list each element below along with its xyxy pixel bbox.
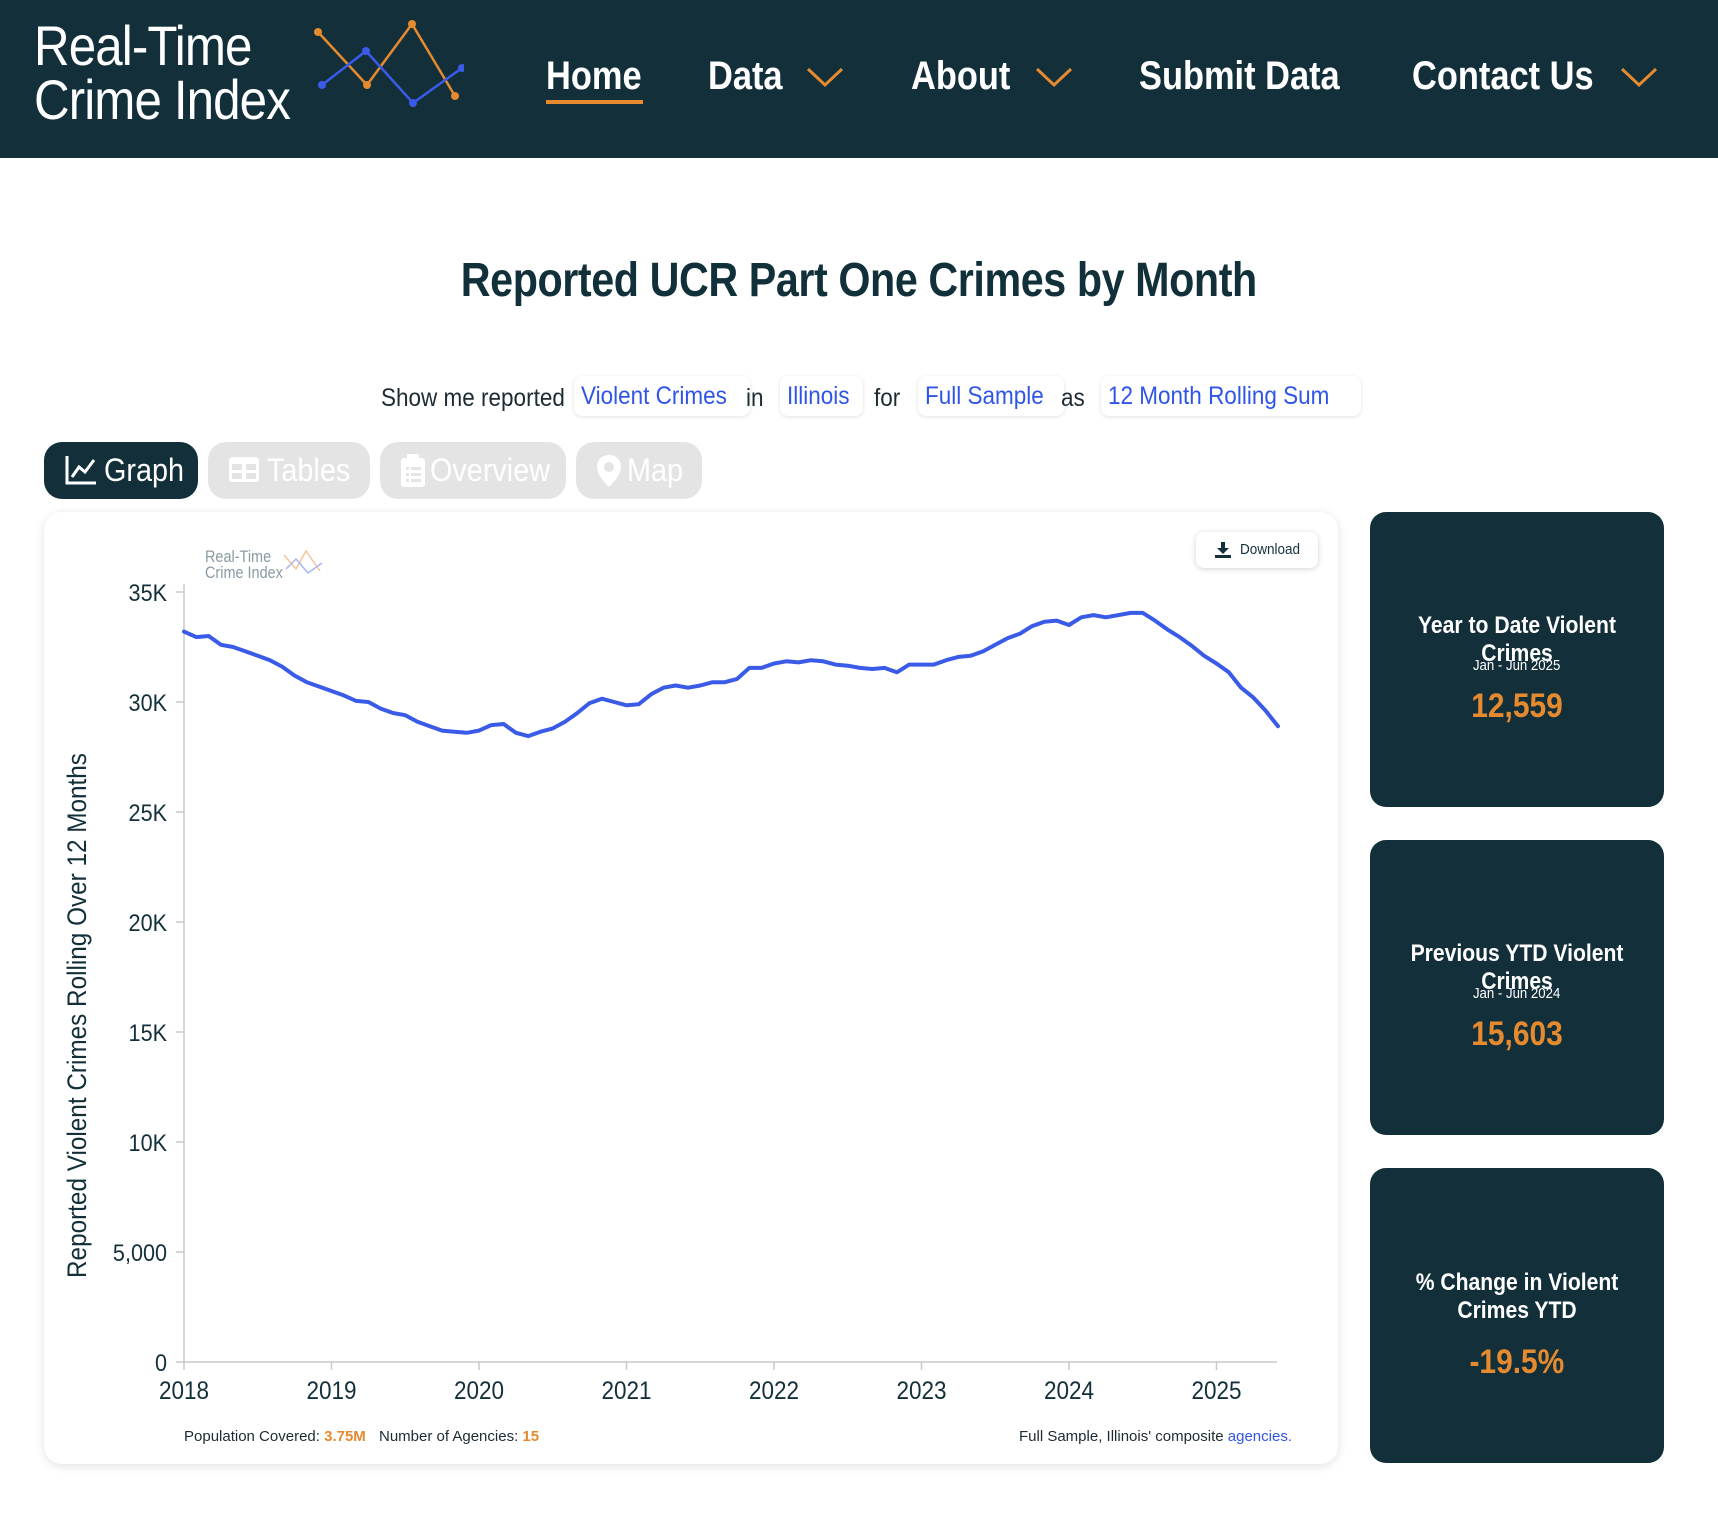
measure-selector[interactable]: 12 Month Rolling Sum xyxy=(1101,376,1361,416)
tab-tables[interactable]: Tables xyxy=(208,442,370,499)
sample-note: Full Sample, Illinois' composite agencie… xyxy=(1019,1428,1292,1445)
agencies-label: Number of Agencies: xyxy=(379,1428,519,1445)
x-tick-label: 2024 xyxy=(1044,1377,1094,1405)
filter-text-as: as xyxy=(1061,384,1085,412)
tab-graph[interactable]: Graph xyxy=(44,442,198,499)
stat-title: Previous YTD Violent Crimes xyxy=(1410,940,1624,995)
nav-about[interactable]: About xyxy=(911,54,1011,98)
sample-note-text: Full Sample, Illinois' composite xyxy=(1019,1428,1224,1445)
stat-title: Year to Date Violent Crimes xyxy=(1418,612,1616,667)
watermark-graph-icon xyxy=(283,549,323,575)
crime-type-selector[interactable]: Violent Crimes xyxy=(574,376,751,416)
number-of-agencies: Number of Agencies: 15 xyxy=(379,1428,539,1445)
y-tick-label: 10K xyxy=(129,1129,167,1156)
y-tick-label: 5,000 xyxy=(113,1239,167,1266)
download-button[interactable]: Download xyxy=(1196,532,1318,568)
y-tick-label: 15K xyxy=(129,1019,167,1046)
x-tick-label: 2021 xyxy=(601,1377,651,1405)
stat-value: -19.5% xyxy=(1469,1343,1565,1381)
filter-text-for: for xyxy=(874,384,901,412)
nav-submit-data[interactable]: Submit Data xyxy=(1139,54,1340,98)
nav-home[interactable]: Home xyxy=(546,54,642,98)
x-tick-label: 2020 xyxy=(454,1377,504,1405)
stat-subtitle: Jan - Jun 2025 xyxy=(1473,657,1561,674)
site-logo[interactable]: Real-Time Crime Index xyxy=(34,14,464,143)
table-icon xyxy=(229,457,259,482)
x-tick-label: 2019 xyxy=(306,1377,356,1405)
x-tick-label: 2025 xyxy=(1191,1377,1241,1405)
page-title: Reported UCR Part One Crimes by Month xyxy=(460,254,1258,307)
chart-card xyxy=(44,512,1338,1464)
agencies-link[interactable]: agencies. xyxy=(1227,1428,1292,1445)
nav-active-underline xyxy=(546,100,643,104)
chevron-down-icon[interactable] xyxy=(1035,66,1073,88)
chart-watermark-logo: Real-Time Crime Index xyxy=(205,547,283,582)
filter-text-in: in xyxy=(746,384,764,412)
y-tick-label: 25K xyxy=(129,799,167,826)
clipboard-icon xyxy=(401,454,425,487)
stat-card-previous-ytd: Previous YTD Violent Crimes Jan - Jun 20… xyxy=(1370,840,1664,1135)
logo-graph-icon xyxy=(314,20,464,107)
map-pin-icon xyxy=(597,455,621,487)
series-line[interactable] xyxy=(182,610,1280,739)
site-header: Real-Time Crime Index Home Data About Su… xyxy=(0,0,1718,158)
x-tick-label: 2022 xyxy=(749,1377,799,1405)
nav-contact-us[interactable]: Contact Us xyxy=(1412,54,1594,98)
tab-overview[interactable]: Overview xyxy=(380,442,566,499)
chevron-down-icon[interactable] xyxy=(1620,66,1658,88)
population-label: Population Covered: xyxy=(184,1428,320,1445)
stat-card-ytd: Year to Date Violent Crimes Jan - Jun 20… xyxy=(1370,512,1664,807)
stat-value: 12,559 xyxy=(1471,687,1563,725)
stat-subtitle: Jan - Jun 2024 xyxy=(1473,985,1561,1002)
agencies-value: 15 xyxy=(522,1428,540,1445)
tab-map[interactable]: Map xyxy=(576,442,702,499)
y-tick-label: 30K xyxy=(129,689,167,716)
logo-text: Real-Time Crime Index xyxy=(34,14,291,131)
stat-value: 15,603 xyxy=(1471,1015,1563,1053)
x-tick-label: 2018 xyxy=(159,1377,209,1405)
line-chart-icon xyxy=(65,456,96,485)
x-tick-label: 2023 xyxy=(896,1377,946,1405)
chevron-down-icon[interactable] xyxy=(806,66,844,88)
y-tick-label: 20K xyxy=(129,909,167,936)
filter-text-show-me: Show me reported xyxy=(381,384,565,412)
population-value: 3.75M xyxy=(324,1428,366,1445)
stat-title: % Change in Violent Crimes YTD xyxy=(1415,1269,1619,1324)
download-icon xyxy=(1215,542,1231,558)
nav-data[interactable]: Data xyxy=(708,54,783,98)
location-selector[interactable]: Illinois xyxy=(780,376,864,416)
y-tick-label: 35K xyxy=(129,579,167,606)
y-tick-label: 0 xyxy=(155,1349,167,1376)
sample-selector[interactable]: Full Sample xyxy=(918,376,1064,416)
stat-card-percent-change: % Change in Violent Crimes YTD -19.5% xyxy=(1370,1168,1664,1463)
population-covered: Population Covered: 3.75M xyxy=(184,1428,366,1445)
